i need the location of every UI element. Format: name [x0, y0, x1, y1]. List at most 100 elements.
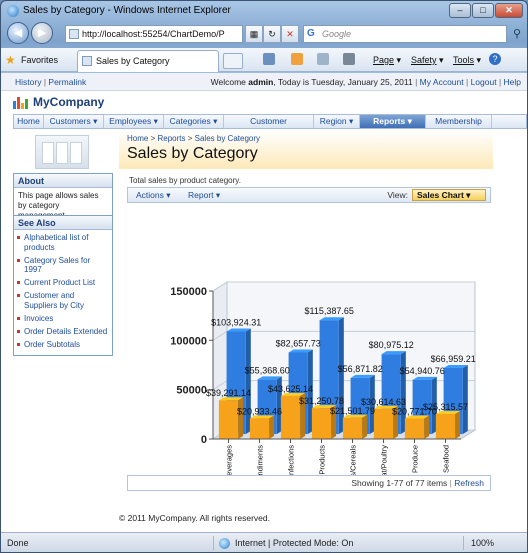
bar-series-1-side: [462, 364, 468, 435]
bar-series-2-top: [342, 414, 368, 418]
tools-menu[interactable]: Tools ▾: [453, 55, 482, 65]
see-also-link[interactable]: Category Sales for 1997: [17, 256, 109, 275]
search-icon[interactable]: ⚲: [512, 28, 522, 40]
see-also-link[interactable]: Current Product List: [17, 278, 109, 288]
menu-item[interactable]: Categories ▾: [164, 115, 224, 128]
favorites-button[interactable]: ★ Favorites: [5, 51, 58, 69]
print-icon[interactable]: [343, 53, 355, 65]
zone-text: Internet | Protected Mode: On: [235, 538, 354, 548]
google-icon: G: [307, 28, 315, 39]
help-icon[interactable]: ?: [489, 53, 501, 65]
security-zone[interactable]: Internet | Protected Mode: On: [219, 533, 354, 552]
data-label: $20,933.46: [237, 406, 282, 416]
web-page: History | Permalink Welcome admin, Today…: [1, 73, 527, 532]
pager-text: Showing 1-77 of 77 items: [351, 478, 448, 488]
page-menu[interactable]: Page ▾: [373, 55, 402, 65]
search-input[interactable]: G Google: [303, 25, 507, 43]
actions-menu[interactable]: Actions ▾: [136, 190, 171, 200]
y-tick-label: 100000: [170, 335, 207, 347]
history-link[interactable]: History: [15, 77, 42, 87]
data-label: $21,501.79: [330, 406, 375, 416]
menu-item[interactable]: Customer Demographics: [224, 115, 314, 139]
see-also-box: See Also Alphabetical list of products C…: [13, 215, 113, 356]
home-icon[interactable]: [263, 53, 275, 65]
menu-item[interactable]: Home: [14, 115, 44, 128]
data-label: $80,975.12: [369, 340, 414, 350]
safety-menu[interactable]: Safety ▾: [411, 55, 444, 65]
close-button[interactable]: ✕: [495, 3, 523, 18]
bar-series-1-side: [338, 317, 344, 435]
forward-button[interactable]: ▶: [31, 22, 53, 44]
x-tick-label: Meat/Poultry: [380, 445, 389, 475]
today-text: , Today is Tuesday, January 25, 2011: [273, 77, 413, 87]
x-tick-label: Condiments: [256, 445, 265, 475]
bar-series-2-top: [311, 405, 337, 409]
feeds-icon[interactable]: [291, 53, 303, 65]
about-title: About: [14, 174, 112, 188]
bar-series-2: [280, 395, 301, 439]
refresh-icon[interactable]: ↻: [263, 25, 281, 43]
stop-icon[interactable]: ✕: [281, 25, 299, 43]
logo-icon: [13, 97, 28, 109]
breadcrumb-home[interactable]: Home: [127, 134, 149, 143]
page-title: Sales by Category: [127, 145, 258, 162]
minimize-button[interactable]: –: [449, 3, 471, 18]
bar-series-2-side: [269, 415, 275, 439]
gridline: [212, 330, 228, 341]
data-label: $103,924.31: [211, 318, 261, 328]
see-also-list: Alphabetical list of products Category S…: [14, 230, 112, 355]
bar-series-2-top: [404, 415, 430, 419]
bar-series-1-top: [288, 349, 313, 353]
menu-item[interactable]: Customers ▾: [44, 115, 104, 128]
bar-series-2-side: [424, 415, 430, 439]
mail-icon[interactable]: [317, 53, 329, 65]
logout-link[interactable]: Logout: [470, 77, 497, 87]
bar-series-2-top: [218, 397, 244, 401]
bar-series-1-top: [257, 376, 282, 380]
view-selector[interactable]: Sales Chart ▾: [412, 189, 486, 201]
bar-series-2: [311, 408, 332, 439]
menu-item[interactable]: Reports ▾: [360, 115, 426, 128]
data-label: $115,387.65: [305, 306, 354, 316]
see-also-link[interactable]: Invoices: [17, 314, 109, 324]
report-menu[interactable]: Report ▾: [188, 190, 221, 200]
permalink-link[interactable]: Permalink: [48, 77, 87, 87]
data-label: $55,368.60: [245, 365, 290, 375]
gridline: [212, 281, 228, 292]
see-also-link[interactable]: Alphabetical list of products: [17, 233, 109, 252]
breadcrumb-reports[interactable]: Reports: [157, 134, 186, 143]
menu-item[interactable]: Employees ▾: [104, 115, 164, 128]
x-tick-label: Grains/Cereals: [349, 445, 358, 475]
grid-toolbar: Actions ▾ Report ▾ View: Sales Chart ▾: [127, 187, 491, 203]
status-bar: Done Internet | Protected Mode: On 100%: [1, 532, 527, 552]
see-also-link[interactable]: Customer and Suppliers by City: [17, 291, 109, 310]
bar-series-1-side: [431, 376, 437, 435]
bar-series-2-top: [435, 411, 461, 415]
data-label: $25,315.57: [423, 402, 468, 412]
data-label: $56,871.82: [338, 364, 383, 374]
my-account-link[interactable]: My Account: [419, 77, 464, 87]
back-button[interactable]: ◀: [7, 22, 29, 44]
bar-series-2-side: [331, 405, 337, 439]
new-tab-button[interactable]: [223, 53, 243, 69]
help-link[interactable]: Help: [503, 77, 521, 87]
see-also-link[interactable]: Order Details Extended: [17, 327, 109, 337]
bar-series-1-side: [276, 376, 282, 435]
menu-item[interactable]: Membership: [426, 115, 492, 128]
see-also-link[interactable]: Order Subtotals: [17, 340, 109, 350]
bar-series-2: [342, 417, 363, 439]
zoom-level[interactable]: 100%: [471, 538, 495, 548]
menu-item[interactable]: Region ▾: [314, 115, 360, 128]
compat-view-icon[interactable]: ▦: [245, 25, 263, 43]
browser-tab[interactable]: Sales by Category: [77, 50, 219, 72]
star-icon: ★: [5, 53, 16, 67]
refresh-link[interactable]: Refresh: [454, 478, 484, 488]
bar-series-1-side: [245, 328, 251, 435]
see-also-title: See Also: [14, 216, 112, 230]
maximize-button[interactable]: □: [472, 3, 494, 18]
bar-series-2-top: [373, 405, 399, 409]
data-label: $30,614.63: [361, 397, 406, 407]
url-input[interactable]: http://localhost:55254/ChartDemo/P: [65, 25, 243, 43]
bar-series-2-side: [300, 392, 306, 439]
